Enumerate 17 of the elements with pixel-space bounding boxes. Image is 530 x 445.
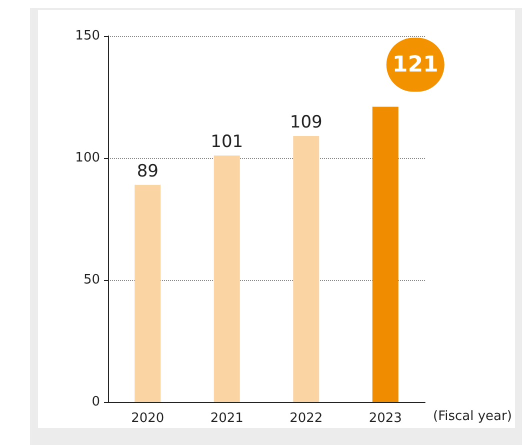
x-axis-title: (Fiscal year) [433,409,512,424]
annotation: 121 [392,52,438,78]
y-tick-label: 100 [75,150,100,166]
data-label: 101 [210,132,244,152]
x-tick-label: 2022 [290,411,323,426]
y-tick-label: 150 [75,28,100,44]
x-tick-label: 2021 [210,411,244,426]
data-label: 109 [290,112,322,133]
x-tick-label: 2020 [131,411,164,426]
x-tick-label: 2023 [368,411,402,426]
bar [372,106,398,402]
y-tick-label: 0 [92,394,100,410]
y-tick-label: 50 [83,272,100,288]
bar [134,184,161,402]
data-label: 89 [136,161,158,182]
bar [293,136,320,402]
bar [214,156,240,402]
